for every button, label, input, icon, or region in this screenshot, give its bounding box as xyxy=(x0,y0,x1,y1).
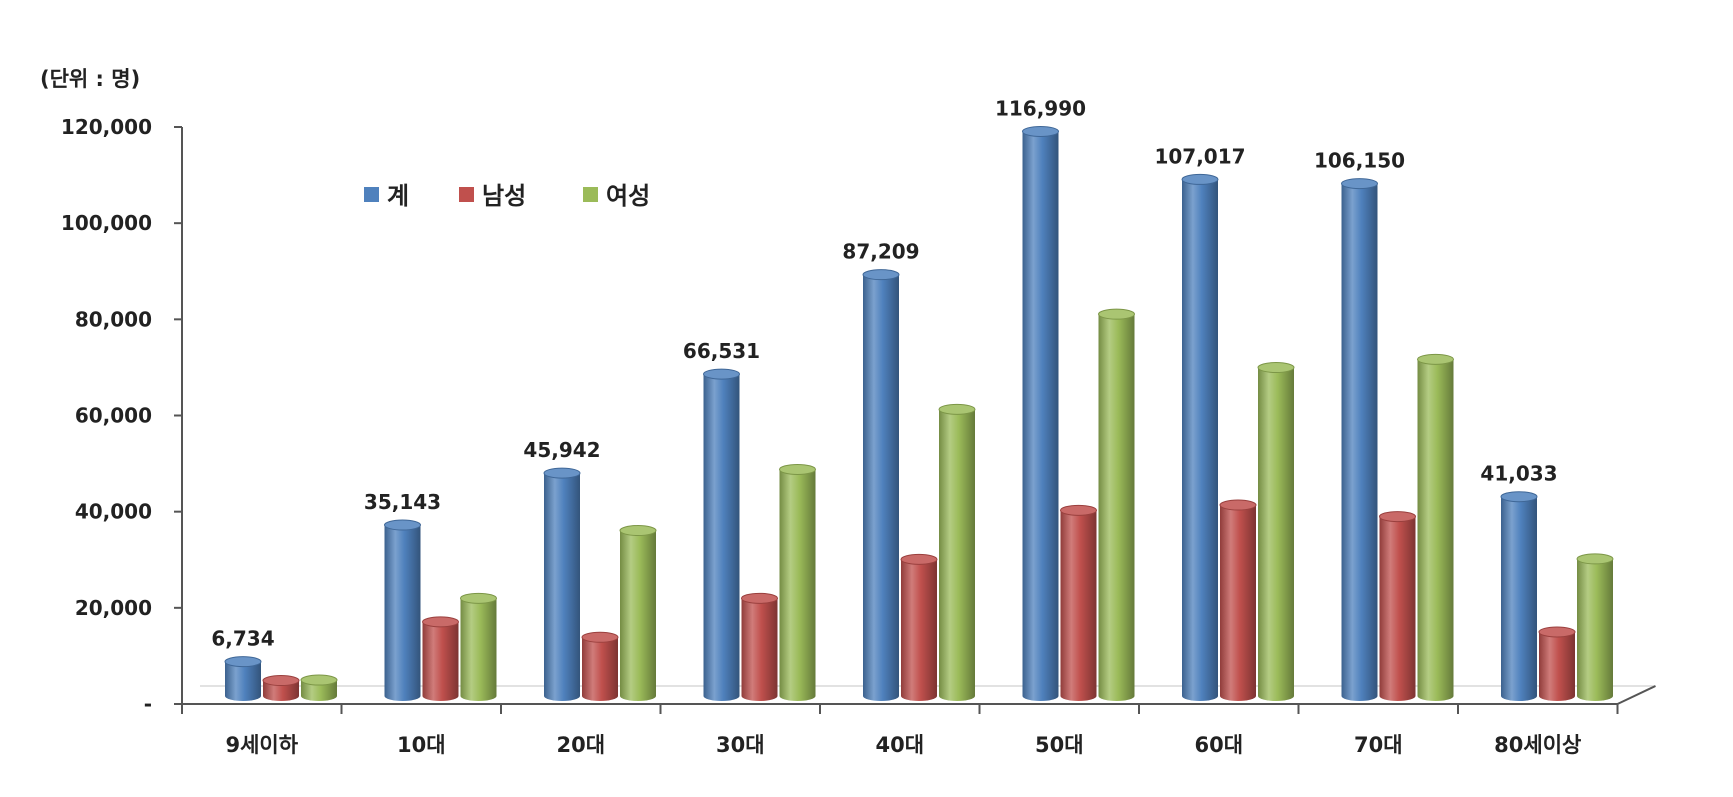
unit-label: (단위 : 명) xyxy=(40,67,140,91)
floor-side-edge xyxy=(1617,685,1656,705)
data-label: 41,033 xyxy=(1480,462,1557,486)
bar-female xyxy=(619,525,657,701)
bar-female xyxy=(1417,353,1454,701)
legend: 계 남성 여성 xyxy=(364,182,650,210)
data-label: 107,017 xyxy=(1154,144,1245,168)
category-label: 40대 xyxy=(875,733,924,757)
bar-total xyxy=(543,467,581,701)
legend-item: 남성 xyxy=(459,182,526,210)
data-label: 45,942 xyxy=(523,438,600,462)
bar-male xyxy=(422,616,459,701)
bar-male xyxy=(741,592,778,701)
data-label: 106,150 xyxy=(1314,149,1405,173)
bar-female xyxy=(1576,553,1614,701)
bar-female xyxy=(1257,362,1295,701)
legend-swatch xyxy=(583,187,598,202)
bar-male xyxy=(581,631,619,701)
bar-total xyxy=(703,368,740,701)
y-tick-label: 40,000 xyxy=(75,500,152,524)
bar-total xyxy=(384,519,421,701)
y-tick-label: 80,000 xyxy=(75,307,152,331)
legend-swatch xyxy=(459,187,474,202)
category-label: 80세이상 xyxy=(1494,733,1581,757)
y-tick-label: - xyxy=(144,692,152,716)
legend-item: 여성 xyxy=(583,182,650,210)
category-labels: 9세이하 10대 20대 30대 40대 50대 60대 70대 80세이상 xyxy=(225,733,1581,757)
bar-total xyxy=(1022,125,1059,701)
legend-label: 남성 xyxy=(482,182,526,210)
bar-total xyxy=(1181,173,1219,702)
bar-male xyxy=(1538,626,1576,701)
legend-label: 계 xyxy=(387,182,409,210)
data-labels: 6,734 35,143 45,942 66,531 87,209 116,990 107,… xyxy=(211,96,1557,650)
bar-male xyxy=(1379,511,1416,701)
data-label: 6,734 xyxy=(211,627,274,651)
data-label: 87,209 xyxy=(842,240,919,264)
y-tick-label: 20,000 xyxy=(75,596,152,620)
bar-male xyxy=(1219,499,1257,701)
bar-total xyxy=(1341,178,1378,702)
category-label: 9세이하 xyxy=(225,733,298,757)
category-label: 70대 xyxy=(1354,733,1403,757)
bar-total xyxy=(1500,491,1538,701)
legend-label: 여성 xyxy=(606,182,650,210)
data-label: 66,531 xyxy=(683,339,760,363)
bar-total xyxy=(224,656,262,701)
category-label: 60대 xyxy=(1194,733,1243,757)
bars xyxy=(224,125,1614,702)
y-tick-label: 100,000 xyxy=(61,211,152,235)
category-label: 30대 xyxy=(716,733,765,757)
y-tick-label: 120,000 xyxy=(61,115,152,139)
bar-female xyxy=(300,674,338,701)
data-label: 35,143 xyxy=(364,490,441,514)
bar-total xyxy=(862,269,900,701)
category-label: 20대 xyxy=(556,733,605,757)
bar-female xyxy=(779,463,816,701)
data-label: 116,990 xyxy=(995,96,1086,120)
bar-female xyxy=(460,592,497,701)
legend-item: 계 xyxy=(364,182,409,210)
y-tick-label: 60,000 xyxy=(75,404,152,428)
category-label: 50대 xyxy=(1035,733,1084,757)
bar-male xyxy=(1060,504,1097,701)
legend-swatch xyxy=(364,187,379,202)
y-axis-ticks: - 20,000 40,000 60,000 80,000 100,000 120,000 xyxy=(61,115,182,716)
bar-female xyxy=(938,403,976,701)
bar-female xyxy=(1098,308,1135,701)
category-label: 10대 xyxy=(397,733,446,757)
bar-male xyxy=(900,553,938,701)
bar-male xyxy=(262,675,300,701)
